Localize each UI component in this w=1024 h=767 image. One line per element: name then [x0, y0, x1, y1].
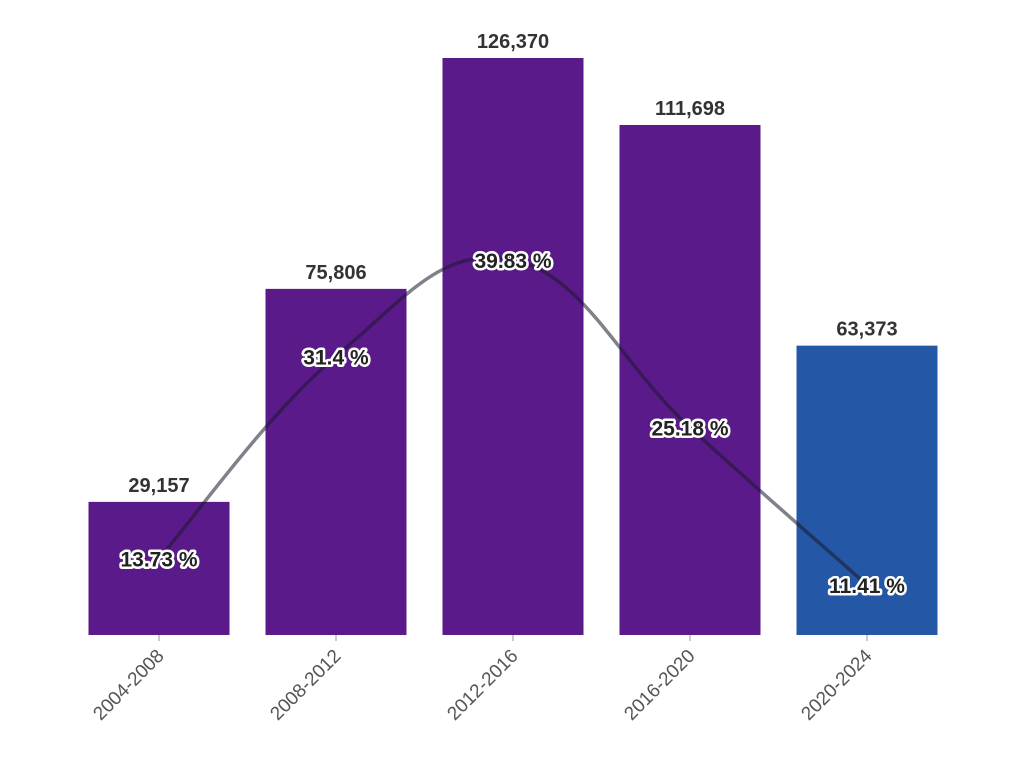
percent-label-2020-2024: 11.41 %: [829, 575, 905, 598]
bar-2004-2008: [88, 501, 230, 635]
x-axis: 2004-2008 2008-2012 2012-2016 2016-2020 2020…: [89, 635, 877, 725]
tick-label-2020-2024: 2020-2024: [797, 645, 876, 724]
labels-layer: 29,157 13.73 % 75,806 31.4 % 126,370 39.83 % 1…: [118, 31, 908, 601]
value-label-2016-2020: 111,698: [655, 98, 725, 120]
bar-2016-2020: [619, 124, 761, 635]
line-layer: [157, 255, 869, 587]
percent-label-2008-2012: 31.4 %: [303, 346, 369, 369]
bar-2012-2016: [442, 58, 584, 635]
tick-label-2008-2012: 2008-2012: [266, 646, 345, 725]
percent-label-2016-2020: 25.18 %: [651, 418, 728, 441]
bars-layer: [88, 58, 938, 635]
tick-label-2004-2008: 2004-2008: [89, 646, 168, 725]
percent-trend-line: [157, 255, 869, 587]
value-label-2004-2008: 29,157: [128, 475, 189, 497]
value-label-2020-2024: 63,373: [836, 319, 897, 341]
value-label-2008-2012: 75,806: [305, 262, 366, 284]
bar-2008-2012: [265, 288, 407, 635]
bar-2020-2024: [796, 345, 938, 635]
tick-label-2012-2016: 2012-2016: [443, 646, 522, 725]
percent-label-2004-2008: 13.73 %: [120, 548, 197, 571]
tick-label-2016-2020: 2016-2020: [620, 646, 699, 725]
percent-label-2012-2016: 39.83 %: [474, 250, 551, 273]
value-label-2012-2016: 126,370: [477, 31, 549, 53]
